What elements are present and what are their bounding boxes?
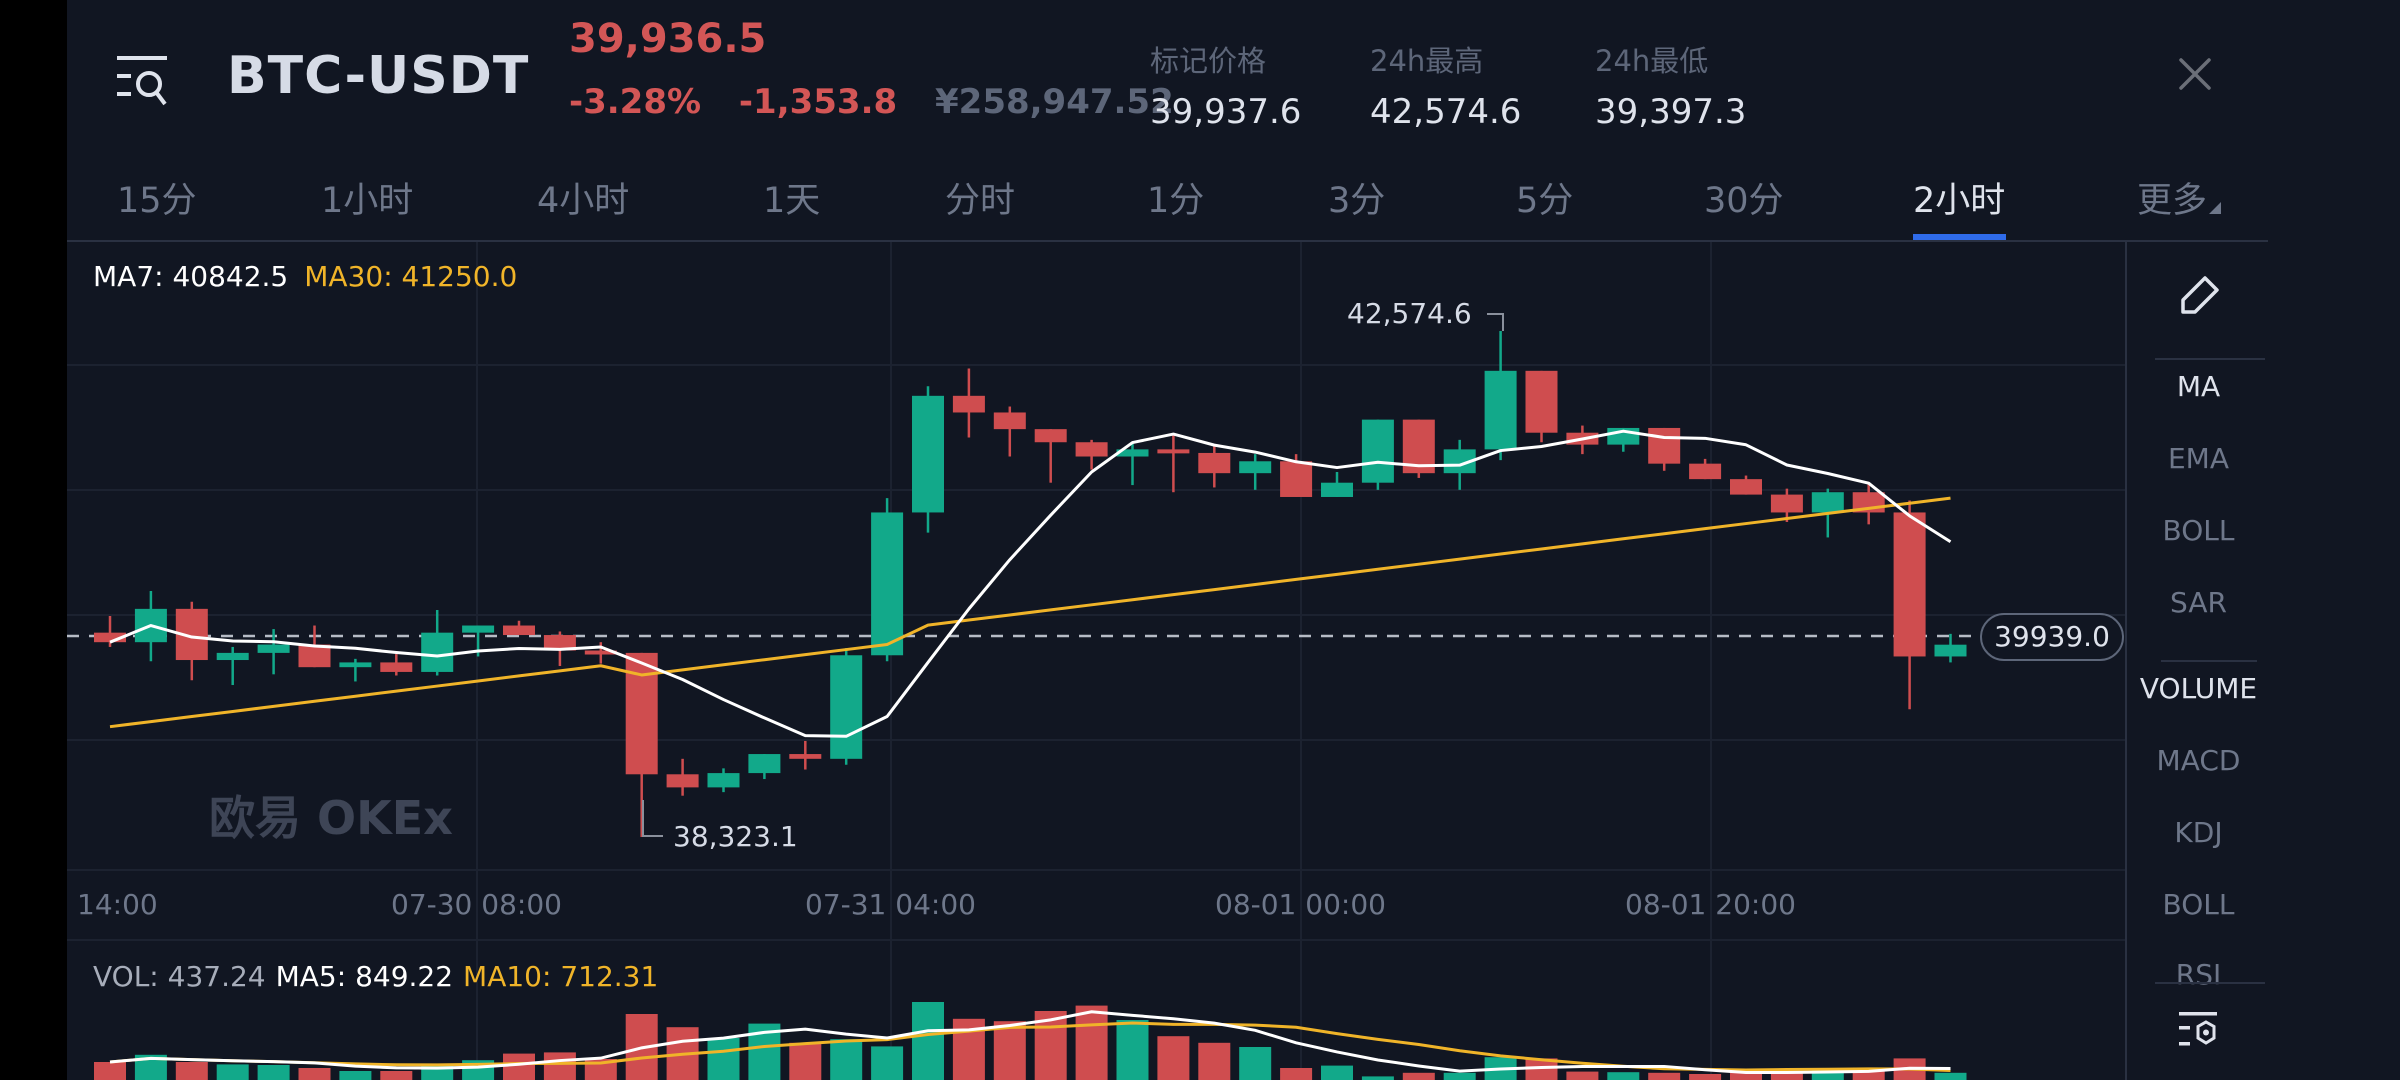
last-price: 39,936.5 (569, 16, 767, 62)
time-label: 08-01 00:00 (1215, 888, 1386, 921)
stat-label: 标记价格 (1150, 44, 1267, 78)
tab-timeshare[interactable]: 分时 (945, 181, 1016, 221)
pencil-icon[interactable] (2177, 274, 2221, 318)
stat-24h-high: 24h最高 42,574.6 (1370, 38, 1521, 132)
tab-2h[interactable]: 2小时 (1913, 181, 2006, 221)
active-tab-indicator (1913, 234, 2006, 240)
symbol-title[interactable]: BTC-USDT (227, 46, 530, 106)
panel-divider (2155, 982, 2265, 984)
stat-label: 24h最低 (1595, 44, 1709, 78)
vol-ma10-value: MA10: 712.31 (463, 960, 659, 993)
price-cny: ¥258,947.52 (935, 82, 1174, 122)
candlestick-chart[interactable] (67, 0, 2125, 1080)
timeframe-tabs: 15分 1小时 4小时 1天 分时 1分 3分 5分 30分 2小时 更多 (67, 160, 2268, 240)
time-label: 14:00 (77, 888, 158, 921)
ma30-value: MA30: 41250.0 (304, 260, 518, 293)
tab-more-label: 更多 (2137, 181, 2208, 221)
tab-1h[interactable]: 1小时 (321, 181, 414, 221)
current-price-tag[interactable]: 39939.0 (1980, 613, 2124, 661)
vol-value: VOL: 437.24 (93, 960, 266, 993)
time-label: 08-01 20:00 (1625, 888, 1796, 921)
volume-legend: VOL: 437.24 MA5: 849.22 MA10: 712.31 (93, 960, 658, 993)
tab-4h[interactable]: 4小时 (537, 181, 630, 221)
tab-1d[interactable]: 1天 (763, 181, 821, 221)
change-percent: -3.28% (569, 82, 702, 122)
stat-mark-price: 标记价格 39,937.6 (1150, 38, 1301, 132)
low-price-label: 38,323.1 (673, 820, 798, 853)
indicator-ema[interactable]: EMA (2167, 442, 2229, 475)
caret-icon (2209, 202, 2222, 214)
indicator-panel: MA EMA BOLL SAR VOLUME MACD KDJ BOLL RSI (2125, 240, 2270, 1080)
indicator-volume[interactable]: VOLUME (2139, 672, 2258, 705)
time-label: 07-31 04:00 (805, 888, 976, 921)
change-row: -3.28% -1,353.8 ¥258,947.52 (569, 82, 1200, 122)
tab-1m[interactable]: 1分 (1147, 181, 1205, 221)
indicator-boll-sub[interactable]: BOLL (2162, 888, 2235, 921)
okex-watermark: 欧易 OKEx (209, 791, 453, 845)
list-search-icon[interactable] (115, 52, 171, 108)
tab-30m[interactable]: 30分 (1704, 181, 1784, 221)
indicator-ma[interactable]: MA (2176, 370, 2221, 403)
indicator-settings-icon[interactable] (2179, 1012, 2219, 1048)
indicator-rsi[interactable]: RSI (2175, 958, 2222, 990)
change-amount: -1,353.8 (738, 82, 898, 122)
high-price-label: 42,574.6 (1347, 297, 1472, 330)
ma-legend: MA7: 40842.5 MA30: 41250.0 (93, 260, 517, 293)
indicator-kdj[interactable]: KDJ (2174, 816, 2223, 849)
close-icon[interactable] (2173, 52, 2217, 96)
indicator-sar[interactable]: SAR (2170, 586, 2227, 619)
tab-15m[interactable]: 15分 (117, 181, 197, 221)
system-nav-bar (2268, 0, 2400, 1080)
indicator-macd[interactable]: MACD (2156, 744, 2241, 777)
panel-divider (2155, 358, 2265, 360)
tabs-divider (67, 240, 2268, 242)
stat-value: 42,574.6 (1370, 92, 1522, 132)
stat-value: 39,397.3 (1595, 92, 1747, 132)
tab-3m[interactable]: 3分 (1328, 181, 1386, 221)
kline-app: BTC-USDT 39,936.5 -3.28% -1,353.8 ¥258,9… (67, 0, 2268, 1080)
ma7-value: MA7: 40842.5 (93, 260, 289, 293)
stat-label: 24h最高 (1370, 44, 1484, 78)
tab-more[interactable]: 更多 (2137, 172, 2222, 223)
stat-24h-low: 24h最低 39,397.3 (1595, 38, 1746, 132)
time-label: 07-30 08:00 (391, 888, 562, 921)
stat-value: 39,937.6 (1150, 92, 1302, 132)
indicator-boll[interactable]: BOLL (2162, 514, 2235, 547)
vol-ma5-value: MA5: 849.22 (275, 960, 454, 993)
tab-5m[interactable]: 5分 (1516, 181, 1574, 221)
panel-divider (2161, 660, 2257, 662)
